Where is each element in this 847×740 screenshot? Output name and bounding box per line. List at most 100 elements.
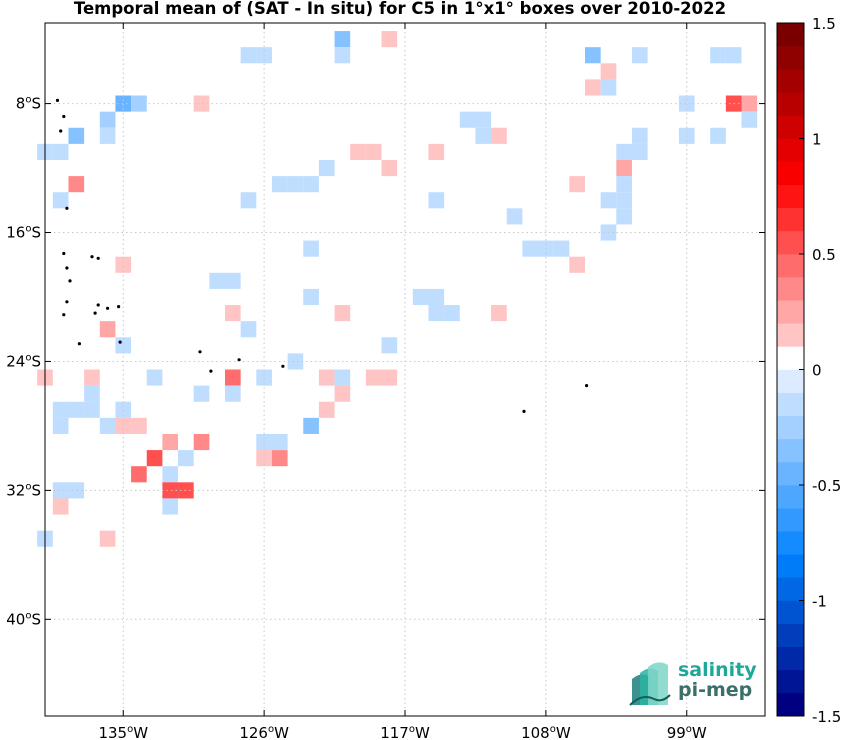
tick-label: 135oW [98,724,148,740]
colorbar-bin [777,438,804,463]
heatmap-cell [600,192,617,209]
heatmap-cell [303,176,319,193]
heatmap-cell [334,369,351,386]
island-marker [198,350,202,354]
heatmap-cell [522,240,539,257]
gridlines [45,23,765,716]
heatmap-cell [99,127,116,144]
colorbar-ticks: 1.5 1 0.5 0 -0.5 -1 -1.5 [799,15,841,726]
island-marker [55,98,60,102]
heatmap-cell [381,337,398,354]
heatmap-cell [334,305,351,322]
colorbar-bin [777,207,804,232]
heatmap-cell [99,111,116,128]
heatmap-cell [193,95,210,112]
heatmap-cell [52,401,69,418]
heatmap-cell [428,192,445,209]
colorbar-bin [777,300,804,324]
colorbar-bin [777,46,804,70]
heatmap-cell [569,256,585,273]
heatmap-cell [240,192,257,209]
island-marker [522,409,526,413]
heatmap-cell [131,95,147,112]
colorbar-bin [777,669,804,694]
heatmap-cell [616,176,632,193]
heatmap-cell [115,95,132,112]
heatmap-cell [553,240,570,257]
colorbar-tick-label: -1 [812,593,827,611]
heatmap-cell [428,288,445,306]
logo-text-pi-mep: pi-mep [678,679,753,701]
heatmap-cell [225,369,241,386]
heatmap-cell [475,127,492,144]
heatmap-cell [193,385,210,402]
tick-label: 117oW [380,724,430,740]
colorbar-bin [777,508,804,532]
heatmap-cell [146,450,163,467]
heatmap-cell [318,159,335,177]
island-marker [90,255,94,259]
heatmap-cell [491,305,507,322]
island-marker [106,306,110,310]
colorbar-bin [777,600,804,624]
island-marker [118,340,122,344]
colorbar-bin [777,161,804,185]
heatmap-cell [444,305,460,322]
heatmap-cell [115,401,132,418]
island-marker [65,266,69,270]
heatmap-cell [506,208,523,225]
heatmap-cell [350,143,366,160]
heatmap-cell [271,176,288,193]
island-marker [117,305,121,309]
heatmap-cell [365,369,382,386]
heatmap-cell [491,127,507,144]
heatmap-cell [381,369,398,386]
colorbar-bin [777,323,804,347]
heatmap-cell [271,433,288,451]
tick-label: 40oS [6,610,41,628]
heatmap-cell [52,417,69,434]
heatmap-cell [68,482,85,499]
heatmap-cell [99,321,116,338]
colorbar-bin [777,623,804,647]
island-marker [62,251,66,256]
island-marker [281,364,285,368]
heatmap-cell [459,111,476,128]
heatmap-cell [162,466,179,483]
heatmap-cell [225,385,241,402]
island-marker [68,279,72,283]
heatmap-cell [84,401,100,418]
heatmap-cell [115,337,132,354]
island-marker [77,342,81,346]
heatmap-cell [475,111,492,128]
heatmap-cell [84,369,100,386]
heatmap-cell [271,450,288,467]
heatmap-cell [631,47,648,64]
colorbar-bin [777,461,804,486]
heatmap-cell [240,321,257,338]
heatmap-cell [334,385,351,402]
heatmap-cell [178,450,194,467]
colorbar-bin [777,230,804,255]
heatmap-cell [131,417,147,434]
tick-label: 16oS [6,224,41,242]
heatmap-cell [616,192,632,209]
island-marker [65,300,69,304]
salinity-pi-mep-logo: salinity pi-mep [628,657,768,709]
heatmap-cell [162,498,179,515]
island-marker [62,114,66,119]
island-marker [585,384,589,388]
heatmap-cell [193,433,210,451]
island-marker [93,311,97,315]
colorbar-bin [777,254,804,278]
heatmap-cell [303,240,319,257]
heatmap-cell [710,47,726,64]
heatmap-cell [616,159,632,177]
heatmap-cell [741,95,758,112]
y-axis-ticks: 8oS 16oS 24oS 32oS 40oS [6,95,765,628]
heatmap-cell [600,79,617,96]
heatmap-cell [256,450,272,467]
heatmap-cell [600,63,617,80]
tick-label: 32oS [6,481,41,499]
